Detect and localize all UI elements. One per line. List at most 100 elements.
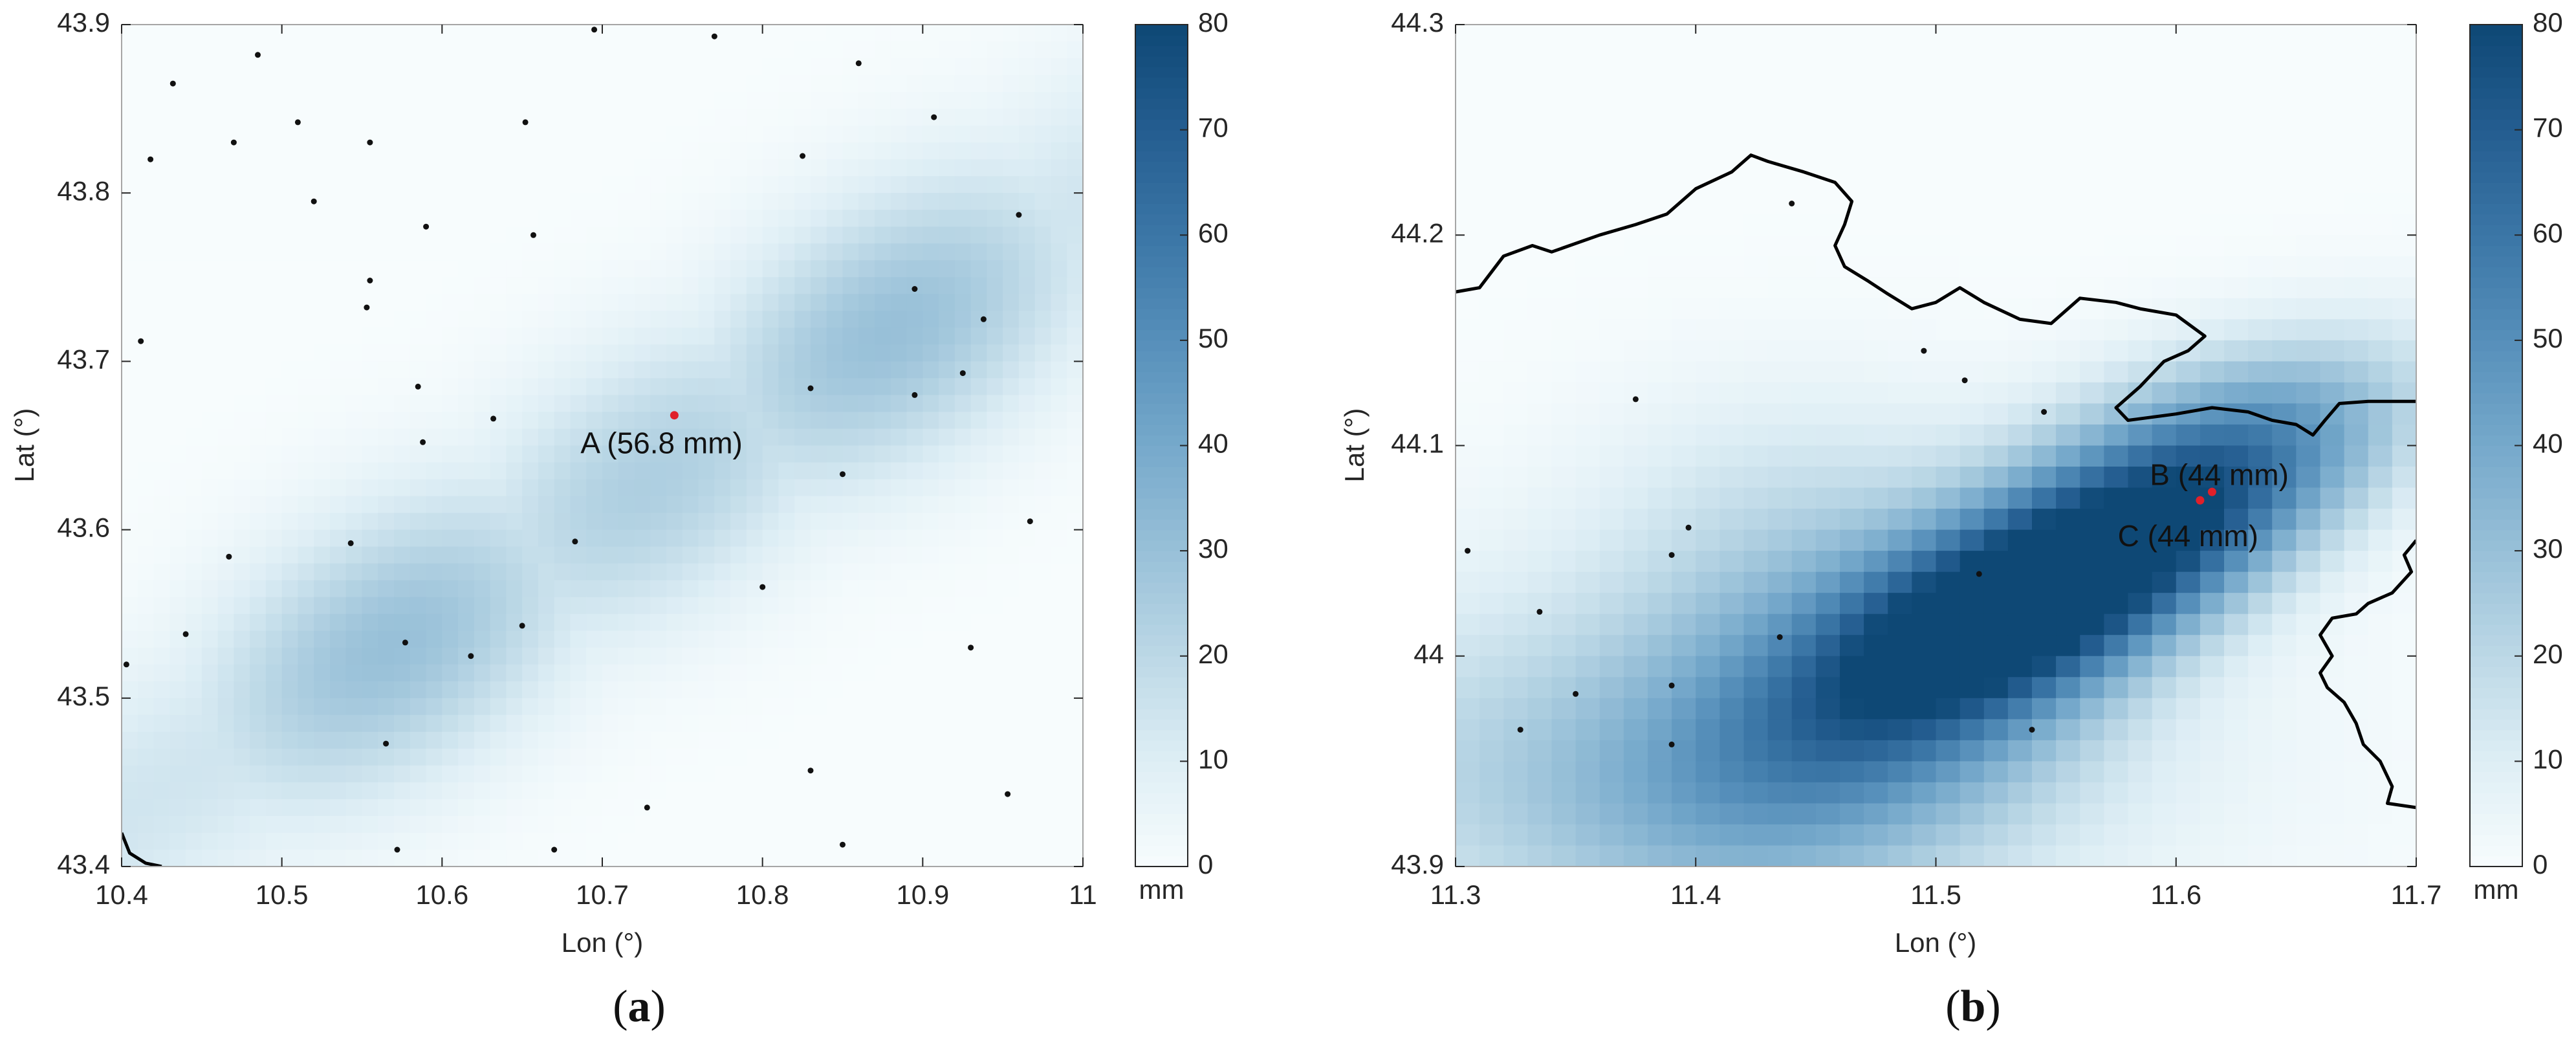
heatmap-cell: [778, 176, 795, 193]
heatmap-cell: [122, 92, 138, 109]
heatmap-cell: [394, 361, 411, 379]
heatmap-cell: [506, 378, 523, 396]
heatmap-cell: [1599, 361, 1624, 383]
heatmap-cell: [1840, 824, 1864, 846]
colorbar-segment: [2470, 582, 2522, 593]
heatmap-cell: [2368, 571, 2393, 593]
heatmap-cell: [602, 193, 619, 210]
heatmap-cell: [186, 210, 202, 227]
heatmap-cell: [554, 815, 571, 834]
heatmap-cell: [746, 462, 763, 480]
heatmap-cell: [810, 546, 827, 564]
heatmap-cell: [570, 58, 587, 76]
heatmap-cell: [362, 496, 378, 514]
heatmap-cell: [554, 630, 571, 648]
heatmap-cell: [329, 327, 347, 345]
heatmap-cell: [1018, 109, 1036, 126]
heatmap-cell: [394, 75, 411, 93]
heatmap-cell: [1912, 361, 1937, 383]
heatmap-cell: [1456, 509, 1480, 531]
heatmap-cell: [858, 378, 875, 396]
heatmap-cell: [1791, 740, 1817, 762]
heatmap-cell: [298, 210, 314, 227]
colorbar-segment: [2470, 298, 2522, 309]
heatmap-cell: [394, 630, 411, 648]
heatmap-cell: [122, 445, 138, 463]
heatmap-cell: [2224, 256, 2249, 278]
heatmap-cell: [1051, 647, 1067, 665]
heatmap-cell: [2104, 67, 2129, 89]
heatmap-cell: [954, 378, 972, 396]
heatmap-cell: [1003, 226, 1020, 244]
heatmap-cell: [634, 496, 651, 514]
heatmap-cell: [1623, 340, 1648, 362]
heatmap-cell: [490, 748, 507, 766]
heatmap-cell: [810, 647, 827, 665]
heatmap-cell: [890, 849, 908, 867]
heatmap-cell: [1767, 445, 1793, 467]
heatmap-cell: [1743, 45, 1769, 67]
heatmap-cell: [362, 243, 378, 261]
heatmap-cell: [2032, 698, 2057, 720]
heatmap-cell: [2224, 129, 2249, 151]
heatmap-cell: [329, 75, 347, 93]
heatmap-cell: [1051, 462, 1067, 480]
heatmap-cell: [570, 378, 587, 396]
heatmap-cell: [890, 395, 908, 413]
heatmap-cell: [345, 782, 363, 800]
heatmap-cell: [1912, 171, 1937, 193]
heatmap-cell: [2224, 698, 2249, 720]
heatmap-cell: [2344, 677, 2369, 699]
heatmap-cell: [810, 815, 827, 834]
heatmap-cell: [1479, 593, 1504, 615]
heatmap-cell: [1888, 761, 1912, 783]
heatmap-cell: [153, 529, 170, 547]
heatmap-cell: [2007, 109, 2033, 131]
heatmap-cell: [2128, 593, 2153, 615]
heatmap-cell: [122, 311, 138, 328]
heatmap-cell: [217, 597, 234, 615]
heatmap-cell: [890, 210, 908, 227]
x-tick-label: 10.7: [576, 879, 629, 910]
heatmap-cell: [378, 126, 395, 143]
heatmap-cell: [265, 799, 283, 817]
heatmap-cell: [1840, 319, 1864, 341]
heatmap-cell: [169, 546, 186, 564]
heatmap-cell: [778, 142, 795, 160]
heatmap-cell: [329, 311, 347, 328]
heatmap-cell: [570, 849, 587, 867]
heatmap-cell: [506, 92, 523, 109]
heatmap-cell: [922, 513, 939, 531]
heatmap-cell: [426, 75, 442, 93]
heatmap-cell: [298, 226, 314, 244]
heatmap-cell: [2248, 67, 2273, 89]
heatmap-cell: [2344, 403, 2369, 425]
heatmap-cell: [490, 698, 507, 716]
heatmap-cell: [714, 714, 731, 733]
station-marker: [1632, 396, 1639, 403]
heatmap-cell: [409, 731, 427, 749]
heatmap-cell: [906, 92, 923, 109]
heatmap-cell: [826, 496, 844, 514]
heatmap-cell: [1767, 424, 1793, 447]
heatmap-cell: [1034, 765, 1052, 783]
heatmap-cell: [2272, 824, 2297, 846]
heatmap-cell: [506, 142, 523, 160]
heatmap-cell: [682, 765, 699, 783]
heatmap-cell: [778, 782, 795, 800]
heatmap-cell: [954, 193, 972, 210]
heatmap-cell: [201, 849, 219, 867]
heatmap-cell: [298, 613, 314, 632]
heatmap-cell: [906, 210, 923, 227]
heatmap-cell: [314, 75, 331, 93]
heatmap-cell: [890, 193, 908, 210]
heatmap-cell: [586, 378, 603, 396]
heatmap-cell: [265, 361, 283, 379]
heatmap-cell: [1479, 761, 1504, 783]
heatmap-cell: [858, 765, 875, 783]
heatmap-cell: [490, 58, 507, 76]
heatmap-cell: [153, 664, 170, 682]
heatmap-cell: [2344, 361, 2369, 383]
heatmap-cell: [682, 428, 699, 447]
heatmap-cell: [634, 412, 651, 430]
